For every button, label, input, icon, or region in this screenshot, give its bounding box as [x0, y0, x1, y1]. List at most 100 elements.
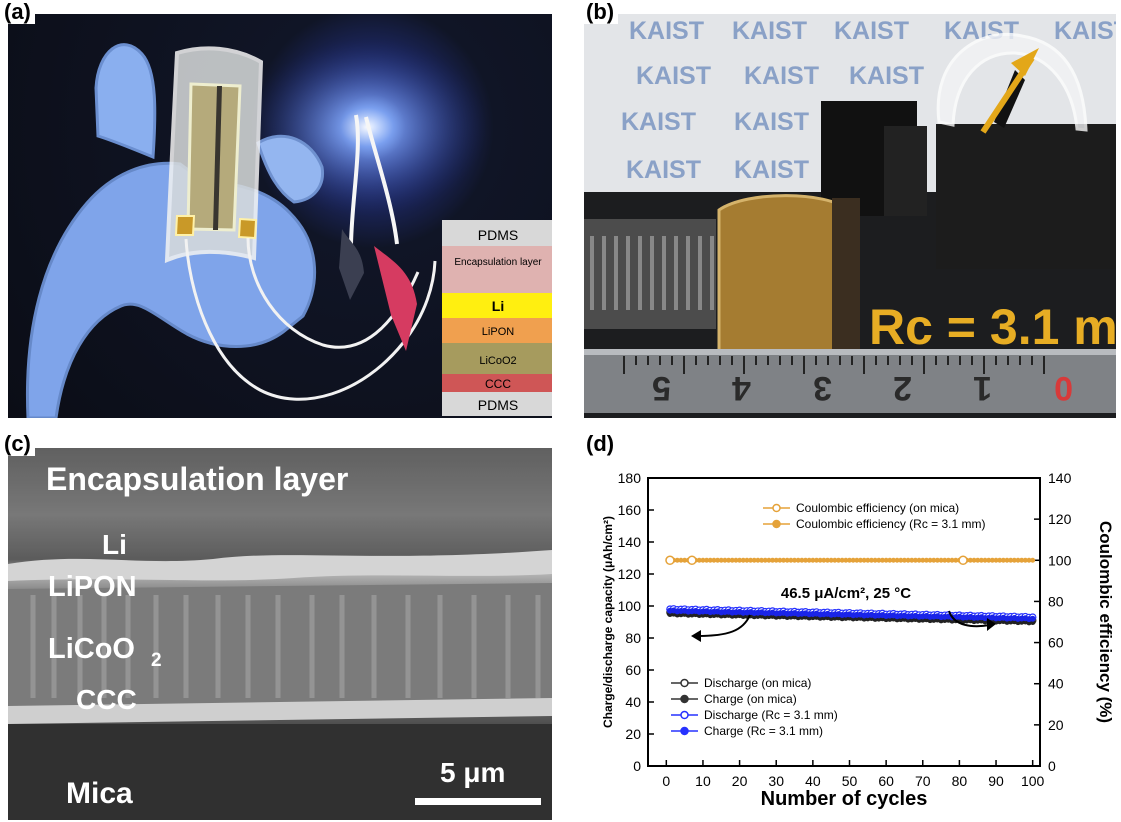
- coulombic-efficiency-rc-point: [883, 557, 889, 563]
- coulombic-efficiency-rc-point: [938, 557, 944, 563]
- coulombic-efficiency-rc-point: [942, 557, 948, 563]
- coulombic-efficiency-rc-point: [857, 557, 863, 563]
- coulombic-efficiency-rc-point: [890, 557, 896, 563]
- panel-c-label: (c): [0, 432, 35, 456]
- coulombic-efficiency-rc-point: [806, 557, 812, 563]
- layer-licoo2: LiCoO2: [479, 355, 516, 367]
- capacity-axis-arrow: [696, 614, 751, 637]
- coulombic-efficiency-rc-point: [814, 557, 820, 563]
- left-y-tick-label: 20: [625, 726, 641, 742]
- coulombic-efficiency-rc-point: [726, 557, 732, 563]
- coulombic-efficiency-rc-point: [898, 557, 904, 563]
- coulombic-efficiency-rc-point: [832, 557, 838, 563]
- legend-marker: [772, 519, 781, 529]
- kaist-watermark: KAIST: [734, 108, 809, 136]
- coulombic-efficiency-rc-point: [1000, 557, 1006, 563]
- sem-label-ccc: CCC: [76, 684, 137, 715]
- layer-ccc: CCC: [485, 377, 511, 391]
- coulombic-efficiency-rc-point: [777, 557, 783, 563]
- right-y-tick-label: 120: [1048, 511, 1072, 527]
- coulombic-efficiency-rc-point: [759, 557, 765, 563]
- coulombic-efficiency-rc-point: [912, 557, 918, 563]
- coulombic-efficiency-rc-point: [997, 557, 1003, 563]
- coulombic-efficiency-rc-point: [876, 557, 882, 563]
- ruler-numbers: 5 4 3 2 1 0: [652, 369, 1073, 407]
- coulombic-efficiency-rc-point: [817, 557, 823, 563]
- coulombic-efficiency-rc-point: [861, 557, 867, 563]
- coulombic-efficiency-rc-point: [1015, 557, 1021, 563]
- sem-label-licoo: LiCoO: [48, 633, 135, 665]
- coulombic-efficiency-rc-point: [971, 557, 977, 563]
- right-y-tick-label: 60: [1048, 635, 1064, 651]
- coulombic-efficiency-rc-point: [1011, 557, 1017, 563]
- coulombic-efficiency-rc-point: [982, 557, 988, 563]
- bending-test-photo: KAIST KAIST KAIST KAIST KAIST KAIST KAIS…: [584, 14, 1116, 418]
- panel-c-sem-image: Encapsulation layer Li LiPON LiCoO 2 CCC…: [8, 448, 552, 820]
- panel-a-photo: PDMS Encapsulation layer Li LiPON LiCoO2…: [8, 14, 552, 418]
- sem-label-subscript: 2: [151, 650, 162, 671]
- coulombic-efficiency-rc-point: [707, 557, 713, 563]
- x-tick-label: 70: [915, 773, 931, 789]
- coulombic-efficiency-rc-point: [696, 557, 702, 563]
- layer-encapsulation: Encapsulation layer: [454, 257, 542, 268]
- legend-label: Coulombic efficiency (Rc = 3.1 mm): [796, 517, 986, 531]
- coulombic-efficiency-mica-point: [687, 555, 697, 566]
- coulombic-efficiency-rc-point: [989, 557, 995, 563]
- ruler-number-3: 3: [813, 369, 832, 407]
- coulombic-efficiency-rc-point: [905, 557, 911, 563]
- sem-label-li: Li: [102, 529, 127, 560]
- coulombic-efficiency-rc-point: [788, 557, 794, 563]
- coulombic-efficiency-rc-point: [729, 557, 735, 563]
- coulombic-efficiency-rc-point: [846, 557, 852, 563]
- coulombic-efficiency-rc-point: [1030, 557, 1036, 563]
- kaist-watermark: KAIST: [732, 17, 807, 45]
- legend-label: Charge (on mica): [704, 692, 797, 706]
- coulombic-efficiency-rc-point: [879, 557, 885, 563]
- coulombic-efficiency-rc-point: [975, 557, 981, 563]
- x-tick-label: 100: [1021, 773, 1045, 789]
- legend-marker: [772, 503, 781, 513]
- left-y-tick-label: 140: [618, 534, 642, 550]
- coulombic-efficiency-rc-point: [744, 557, 750, 563]
- coulombic-efficiency-rc-point: [715, 557, 721, 563]
- kaist-watermark: KAIST: [744, 62, 819, 90]
- coulombic-efficiency-rc-point: [978, 557, 984, 563]
- cycling-chart: 0 10 20 30 40 50 60 70 80 90 100020406080100120140…: [601, 470, 1115, 810]
- ruler-number-1: 1: [973, 369, 992, 407]
- sem-label-encapsulation: Encapsulation layer: [46, 461, 348, 497]
- coulombic-efficiency-rc-point: [762, 557, 768, 563]
- chart-content: 0 10 20 30 40 50 60 70 80 90 100020406080100120140…: [618, 470, 1072, 789]
- left-y-tick-label: 180: [618, 470, 642, 486]
- ruler-number-2: 2: [893, 369, 912, 407]
- coulombic-efficiency-rc-point: [949, 557, 955, 563]
- legend-marker: [680, 678, 689, 688]
- kaist-watermark-group: KAIST KAIST KAIST KAIST KAIST KAIST KAIS…: [621, 17, 1116, 184]
- scale-bar-label: 5 μm: [440, 757, 505, 788]
- x-tick-label: 80: [952, 773, 968, 789]
- coulombic-efficiency-rc-point: [1022, 557, 1028, 563]
- coulombic-efficiency-rc-point: [931, 557, 937, 563]
- kaist-watermark: KAIST: [834, 17, 909, 45]
- coulombic-efficiency-rc-point: [810, 557, 816, 563]
- kaist-watermark: KAIST: [626, 156, 701, 184]
- ruler-number-0: 0: [1054, 369, 1073, 407]
- coulombic-efficiency-rc-point: [828, 557, 834, 563]
- coulombic-efficiency-rc-point: [945, 557, 951, 563]
- legend-marker: [680, 726, 689, 736]
- left-y-tick-label: 40: [625, 694, 641, 710]
- ruler-number-4: 4: [732, 369, 751, 407]
- coulombic-efficiency-rc-point: [920, 557, 926, 563]
- left-y-tick-label: 120: [618, 566, 642, 582]
- panel-d-label: (d): [582, 432, 619, 456]
- left-y-tick-label: 100: [618, 598, 642, 614]
- coulombic-efficiency-rc-point: [795, 557, 801, 563]
- right-axis-label: Coulombic efficiency (%): [1096, 521, 1115, 723]
- columnar-grains: [30, 595, 541, 698]
- panel-a-label: (a): [0, 0, 35, 24]
- efficiency-axis-arrowhead: [987, 618, 996, 631]
- x-tick-label: 50: [842, 773, 858, 789]
- right-y-tick-label: 20: [1048, 717, 1064, 733]
- coulombic-efficiency-rc-point: [821, 557, 827, 563]
- panel-b-photo: KAIST KAIST KAIST KAIST KAIST KAIST KAIS…: [584, 14, 1116, 418]
- coulombic-efficiency-rc-point: [1019, 557, 1025, 563]
